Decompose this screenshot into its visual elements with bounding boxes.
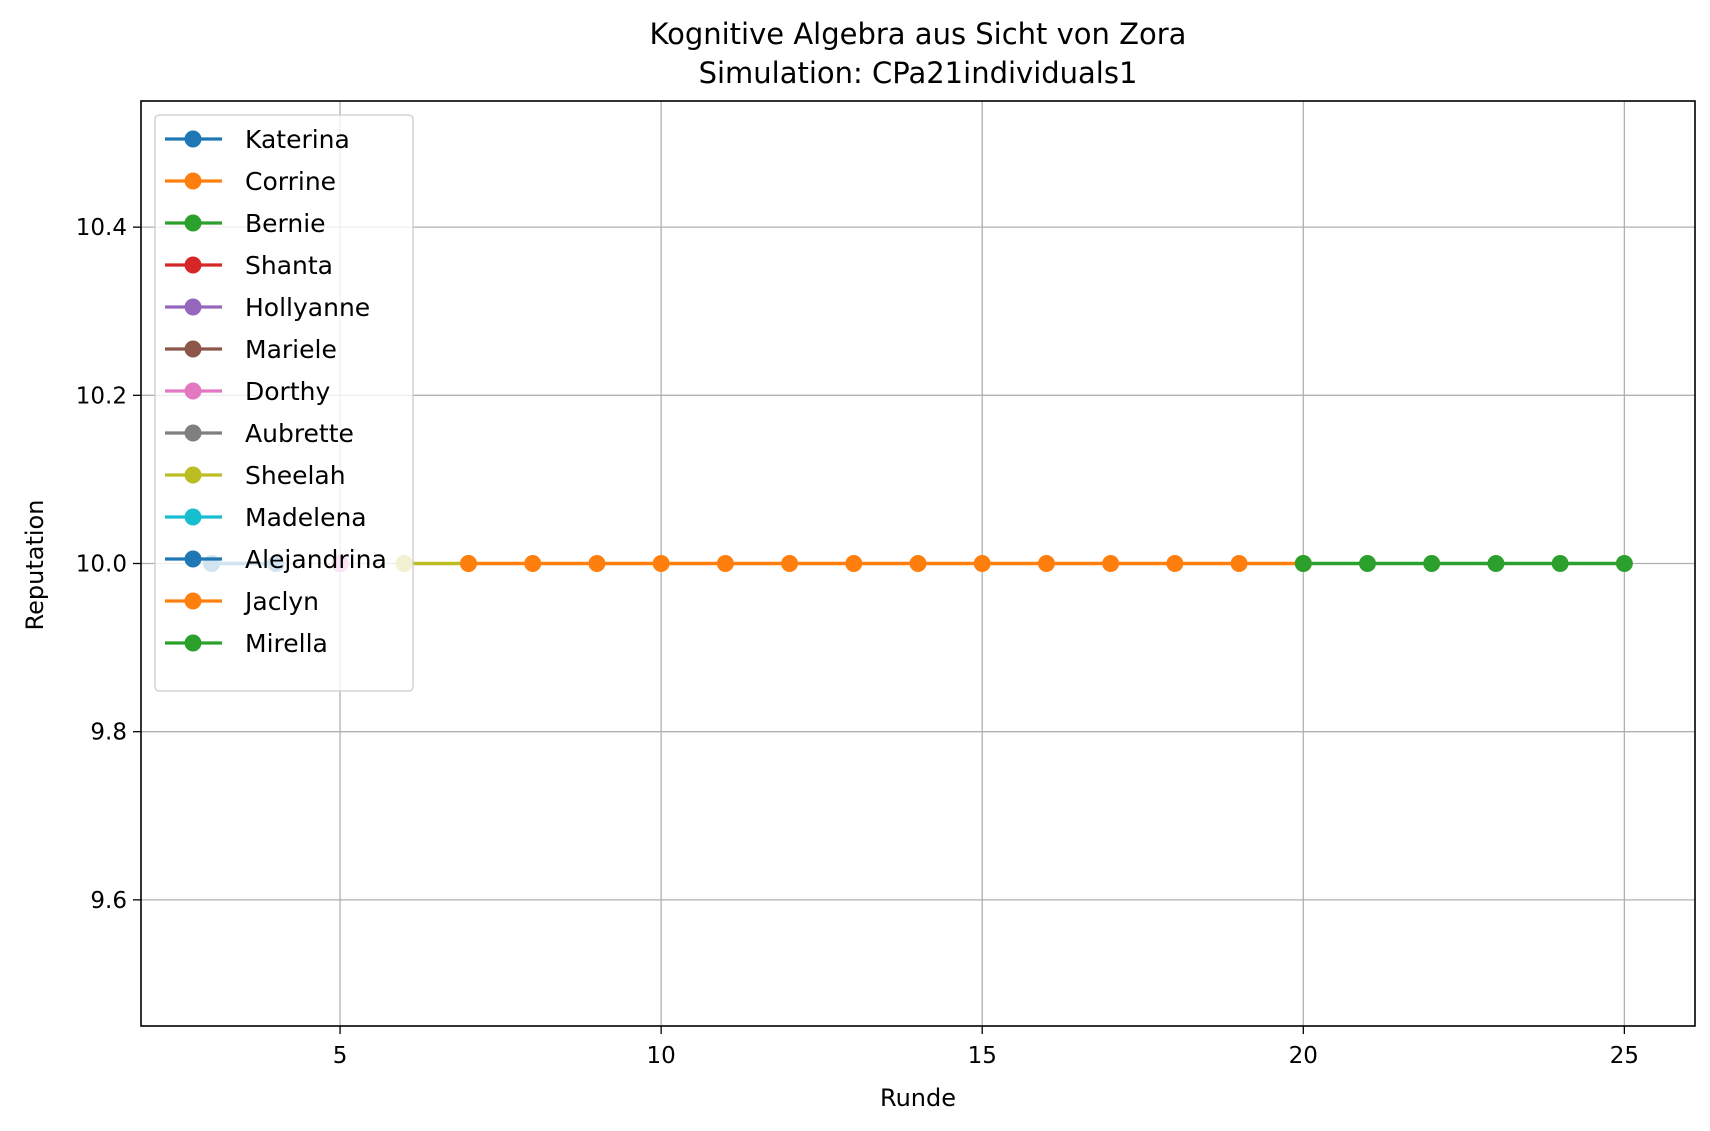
legend-marker (184, 466, 202, 484)
legend-label: Madelena (245, 503, 367, 532)
legend-marker (184, 298, 202, 316)
y-tick-label: 9.6 (90, 888, 127, 914)
chart-title: Kognitive Algebra aus Sicht von Zora (650, 17, 1187, 51)
legend-label: Katerina (245, 125, 350, 154)
legend-label: Mariele (245, 335, 337, 364)
data-point-mirella (1487, 555, 1505, 572)
x-tick-label: 15 (968, 1043, 997, 1069)
data-point-mirella (1423, 555, 1441, 572)
legend-marker (184, 172, 202, 190)
data-point-mirella (1359, 555, 1377, 572)
legend-marker (184, 424, 202, 442)
data-point-jaclyn (716, 555, 734, 572)
legend-label: Jaclyn (243, 587, 319, 616)
data-point-mirella (1551, 555, 1569, 572)
x-tick-label: 20 (1289, 1043, 1318, 1069)
data-point-jaclyn (781, 555, 799, 572)
x-axis-ticks: 5 10 15 20 25 (333, 1026, 1639, 1069)
legend: Katerina Corrine Bernie Shanta Hollyanne Mari… (154, 114, 414, 692)
data-point-jaclyn (1037, 555, 1055, 572)
legend-marker (184, 634, 202, 652)
x-tick-label: 25 (1610, 1043, 1639, 1069)
legend-label: Corrine (245, 167, 336, 196)
legend-box (154, 114, 414, 692)
y-tick-label: 10.4 (76, 215, 127, 241)
y-tick-label: 10.2 (76, 383, 127, 409)
legend-label: Aubrette (245, 419, 354, 448)
data-point-jaclyn (652, 555, 670, 572)
y-tick-label: 10.0 (76, 552, 127, 578)
data-point-jaclyn (459, 555, 477, 572)
legend-label: Shanta (245, 251, 333, 280)
data-point-jaclyn (1166, 555, 1184, 572)
data-point-mirella (1615, 555, 1633, 572)
legend-marker (184, 508, 202, 526)
y-axis-label: Reputation (21, 500, 49, 631)
data-point-jaclyn (845, 555, 863, 572)
legend-label: Mirella (245, 629, 328, 658)
x-axis-label: Runde (880, 1084, 956, 1112)
legend-marker (184, 130, 202, 148)
data-point-mirella (1294, 555, 1312, 572)
data-point-jaclyn (524, 555, 542, 572)
data-point-jaclyn (1102, 555, 1120, 572)
legend-marker (184, 592, 202, 610)
legend-marker (184, 256, 202, 274)
data-point-jaclyn (1230, 555, 1248, 572)
y-tick-label: 9.8 (90, 720, 127, 746)
legend-marker (184, 382, 202, 400)
data-point-jaclyn (588, 555, 606, 572)
data-point-jaclyn (909, 555, 927, 572)
legend-label: Alejandrina (245, 545, 387, 574)
legend-label: Bernie (245, 209, 326, 238)
data-point-jaclyn (973, 555, 991, 572)
legend-marker (184, 214, 202, 232)
x-tick-label: 10 (646, 1043, 675, 1069)
legend-marker (184, 340, 202, 358)
chart-subtitle: Simulation: CPa21individuals1 (699, 56, 1138, 90)
legend-label: Sheelah (245, 461, 346, 490)
legend-marker (184, 550, 202, 568)
y-axis-ticks: 9.6 9.8 10.0 10.2 10.4 (76, 215, 141, 914)
x-tick-label: 5 (333, 1043, 348, 1069)
legend-label: Dorthy (245, 377, 330, 406)
legend-label: Hollyanne (245, 293, 370, 322)
